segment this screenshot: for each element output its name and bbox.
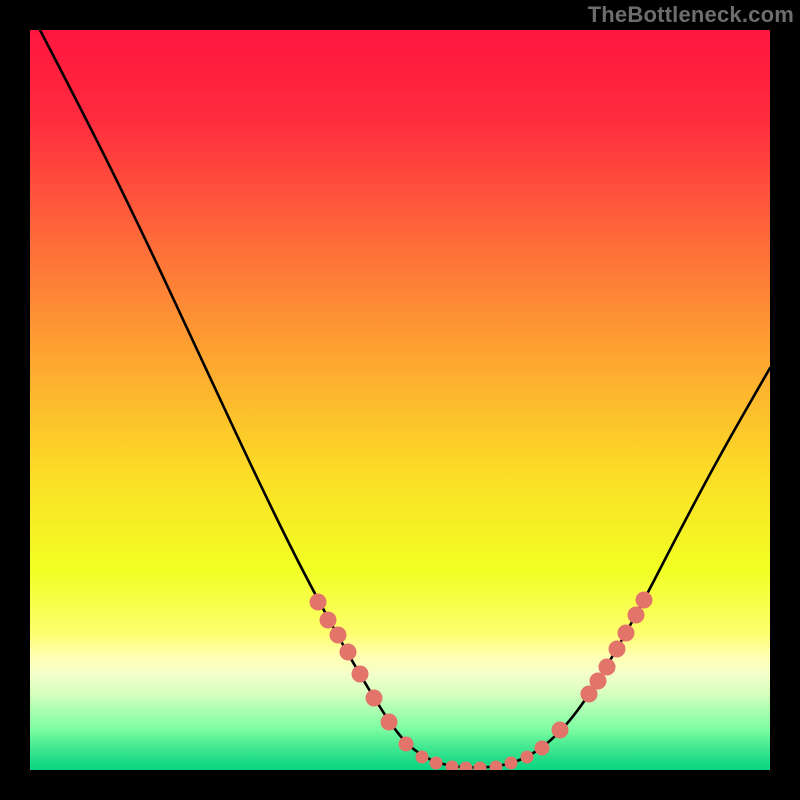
curve-dot — [521, 751, 533, 763]
curve-dot — [490, 761, 502, 770]
curve-dot — [535, 741, 549, 755]
curve-dot — [366, 690, 382, 706]
curve-dot — [330, 627, 346, 643]
curve-dot — [399, 737, 413, 751]
curve-dot — [320, 612, 336, 628]
curve-dot — [310, 594, 326, 610]
curve-dot — [416, 751, 428, 763]
curve-dot — [552, 722, 568, 738]
curve-dot — [381, 714, 397, 730]
curve-dot — [590, 673, 606, 689]
frame-border-right — [770, 0, 800, 800]
curve-dot — [505, 757, 517, 769]
curve-dot — [340, 644, 356, 660]
curve-dot — [609, 641, 625, 657]
curve-dot — [618, 625, 634, 641]
curve-dot — [474, 762, 486, 770]
watermark-text: TheBottleneck.com — [588, 2, 794, 28]
curve-dot — [628, 607, 644, 623]
curve-layer — [30, 30, 770, 770]
curve-dot — [460, 762, 472, 770]
bottleneck-curve — [40, 30, 770, 768]
plot-area — [30, 30, 770, 770]
curve-dot — [446, 761, 458, 770]
frame-border-bottom — [0, 770, 800, 800]
curve-dot — [599, 659, 615, 675]
curve-dot — [352, 666, 368, 682]
chart-frame: TheBottleneck.com — [0, 0, 800, 800]
curve-dot — [636, 592, 652, 608]
dots-group — [310, 592, 652, 770]
curve-dot — [430, 757, 442, 769]
frame-border-left — [0, 0, 30, 800]
